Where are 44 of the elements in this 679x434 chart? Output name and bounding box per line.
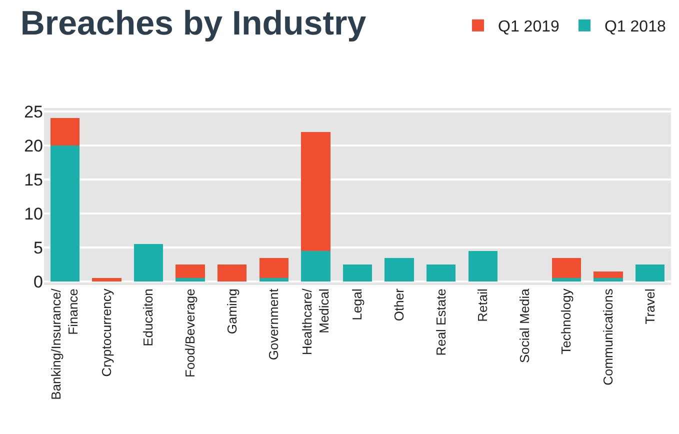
legend-label: Q1 2018 [604,18,666,36]
y-tick-label: 5 [34,238,43,258]
y-tick-label: 20 [24,136,43,156]
bar [301,250,330,282]
bar [301,132,330,251]
x-tick-label: Healthcare/ Medical [299,288,332,356]
bar [217,264,247,282]
x-tick-label: Cryptocurrency [98,288,114,377]
bar [50,145,80,282]
y-tick-label: 10 [24,204,43,224]
x-tick-label: Technology [558,288,574,354]
bar [259,278,289,282]
bar [176,278,205,282]
x-tick-label: Real Estate [433,288,448,356]
x-tick-label: Legal [350,288,365,320]
bar [635,264,665,282]
bar [594,271,623,278]
bar [426,264,456,282]
bar [259,258,289,278]
x-tick-label: Communications [600,288,616,386]
x-tick-label: Government [266,288,282,360]
bar [176,264,205,278]
bar [342,264,372,282]
bar [92,278,122,282]
x-tick-label: Educaiton [140,288,156,346]
x-tick-label: Food/Beverage [182,288,198,378]
y-tick-label: 15 [24,170,43,190]
x-tick-label: Travel [642,288,658,324]
y-tick-label: 25 [24,102,43,122]
bar [594,278,623,282]
bar [384,258,414,282]
bar [468,250,498,282]
y-tick-label: 0 [34,272,43,292]
chart-title: Breaches by Industry [20,4,366,43]
x-tick-label: Social Media [516,288,532,364]
x-tick-label: Gaming [224,288,240,334]
bar [134,244,164,282]
bar [552,258,582,278]
x-tick-label: Banking/Insurance/ Finance [48,288,81,400]
bar [50,118,80,146]
x-tick-label: Other [392,288,407,322]
x-tick-label: Retail [475,288,490,322]
legend-label: Q1 2019 [498,18,560,36]
bar [552,278,582,282]
